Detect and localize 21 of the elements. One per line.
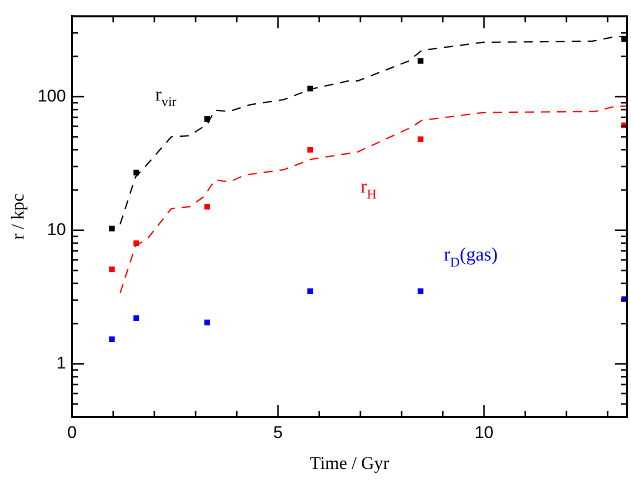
point [133,315,140,321]
point [307,288,313,294]
point [418,288,424,294]
point [109,226,115,232]
x-tick-label: 0 [67,422,77,442]
x-tick-label: 10 [474,422,494,442]
point [204,320,210,326]
y-tick-label: 1 [56,354,66,373]
line-series [120,105,627,294]
point [204,204,210,210]
point [418,136,424,142]
x-tick-label: 5 [273,422,283,442]
y-axis-title: r / kpc [8,194,28,240]
y-tick-label: 10 [47,220,66,239]
point [109,266,115,272]
point [418,58,424,64]
point [204,116,210,122]
point [307,146,313,153]
point [109,336,115,342]
x-axis-title: Time / Gyr [310,452,390,473]
y-tick-label: 100 [38,86,66,106]
